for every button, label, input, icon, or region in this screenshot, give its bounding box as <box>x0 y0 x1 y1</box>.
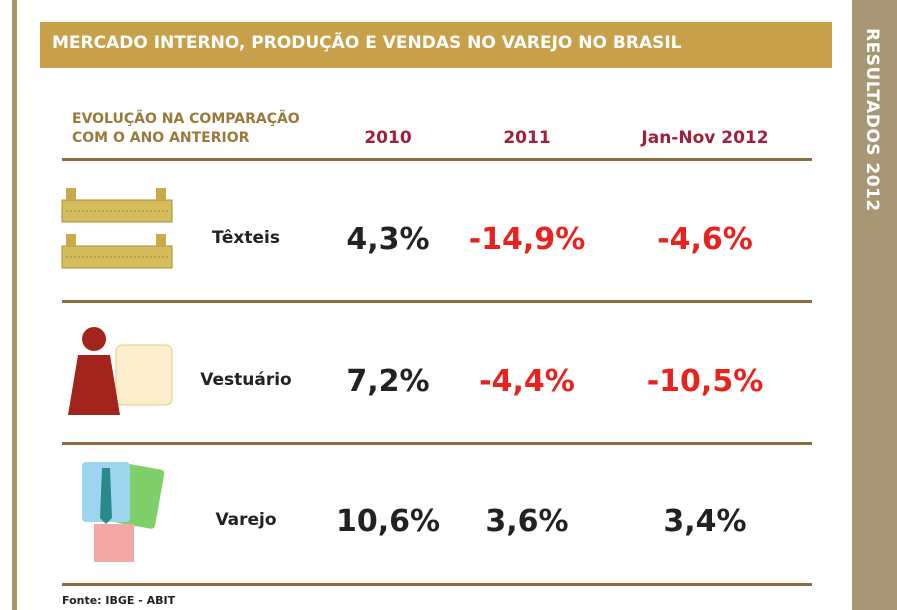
header-label: EVOLUÇÃO NA COMPARAÇÃO COM O ANO ANTERIO… <box>72 110 342 148</box>
value-cell: -14,9% <box>468 222 586 257</box>
column-header: 2011 <box>503 128 551 148</box>
row-rule <box>62 442 812 445</box>
column-header: 2010 <box>364 128 412 148</box>
title: MERCADO INTERNO, PRODUÇÃO E VENDAS NO VA… <box>52 33 682 53</box>
header-label-line: COM O ANO ANTERIOR <box>72 130 250 146</box>
source: Fonte: IBGE - ABIT <box>62 594 176 607</box>
value-cell: 3,6% <box>485 504 569 539</box>
side-bar <box>852 0 897 610</box>
row-label: Têxteis <box>212 228 280 248</box>
retail-icon <box>82 462 165 562</box>
row-label: Vestuário <box>200 370 292 390</box>
value-cell: -4,4% <box>479 364 575 399</box>
clothing-icon <box>68 327 173 415</box>
left-bar <box>12 0 17 610</box>
value-cell: 4,3% <box>346 222 430 257</box>
side-label-box: RESULTADOS 2012 <box>852 0 897 240</box>
value-cell: 10,6% <box>335 504 441 539</box>
row-rule <box>62 158 812 161</box>
title-bar <box>40 22 832 68</box>
textile-icon <box>61 188 173 269</box>
side-label: RESULTADOS 2012 <box>862 28 882 212</box>
value-cell: 7,2% <box>346 364 430 399</box>
header-label-line: EVOLUÇÃO NA COMPARAÇÃO <box>72 111 300 127</box>
value-cell: -4,6% <box>657 222 753 257</box>
row-rule <box>62 300 812 303</box>
value-cell: 3,4% <box>663 504 747 539</box>
column-header: Jan-Nov 2012 <box>641 128 769 148</box>
value-cell: -10,5% <box>646 364 764 399</box>
row-rule <box>62 583 812 586</box>
row-label: Varejo <box>215 510 277 530</box>
